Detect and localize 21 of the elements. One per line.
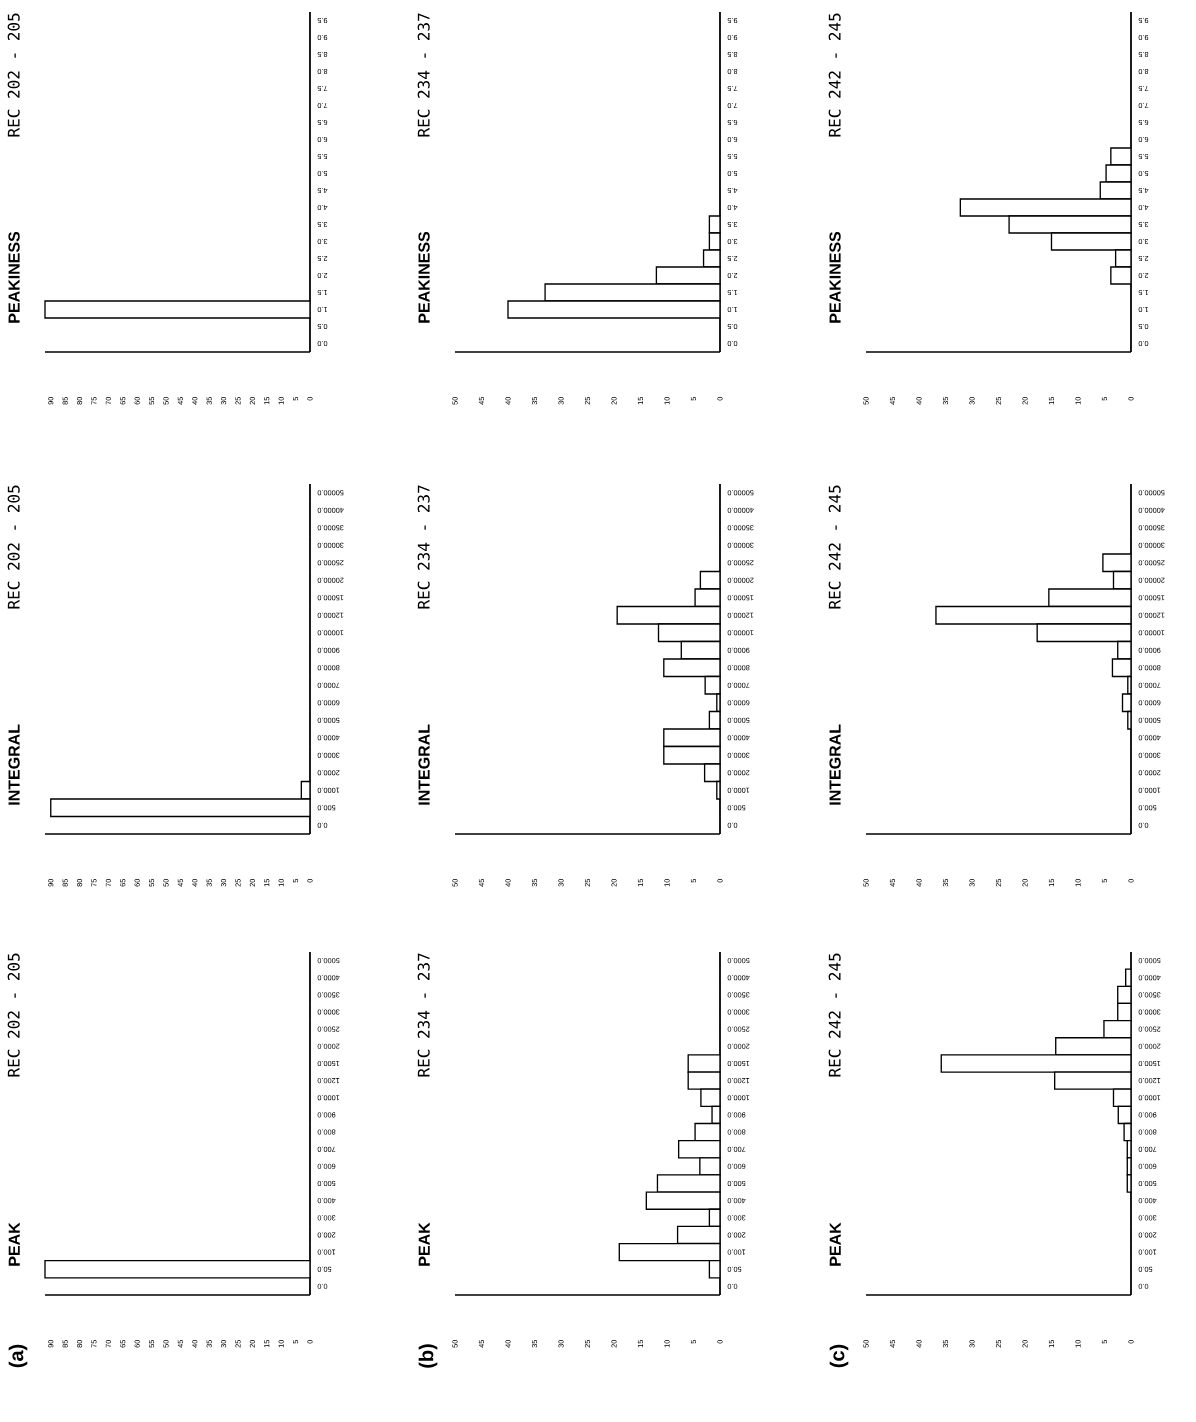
- text: INTEGRAL: [418, 724, 430, 805]
- text: REC 242 - 245: [828, 953, 841, 1077]
- text: REC 202 - 205: [7, 485, 20, 609]
- text: INTEGRAL: [8, 724, 20, 805]
- text: PEAK: [418, 1222, 430, 1266]
- text: (c): [829, 1344, 849, 1368]
- text: REC 202 - 205: [7, 953, 20, 1077]
- text: REC 202 - 205: [7, 13, 20, 137]
- text: (b): [418, 1344, 438, 1368]
- text: PEAKINESS: [8, 231, 20, 323]
- text: REC 234 - 237: [417, 953, 430, 1077]
- text: (a): [8, 1344, 28, 1368]
- text: PEAK: [829, 1222, 841, 1266]
- text: PEAKINESS: [418, 231, 430, 323]
- text: INTEGRAL: [829, 724, 841, 805]
- text: REC 242 - 245: [828, 13, 841, 137]
- text: PEAK: [8, 1222, 20, 1266]
- text: REC 234 - 237: [417, 485, 430, 609]
- text: REC 234 - 237: [417, 13, 430, 137]
- text: REC 242 - 245: [828, 485, 841, 609]
- text: PEAKINESS: [829, 231, 841, 323]
